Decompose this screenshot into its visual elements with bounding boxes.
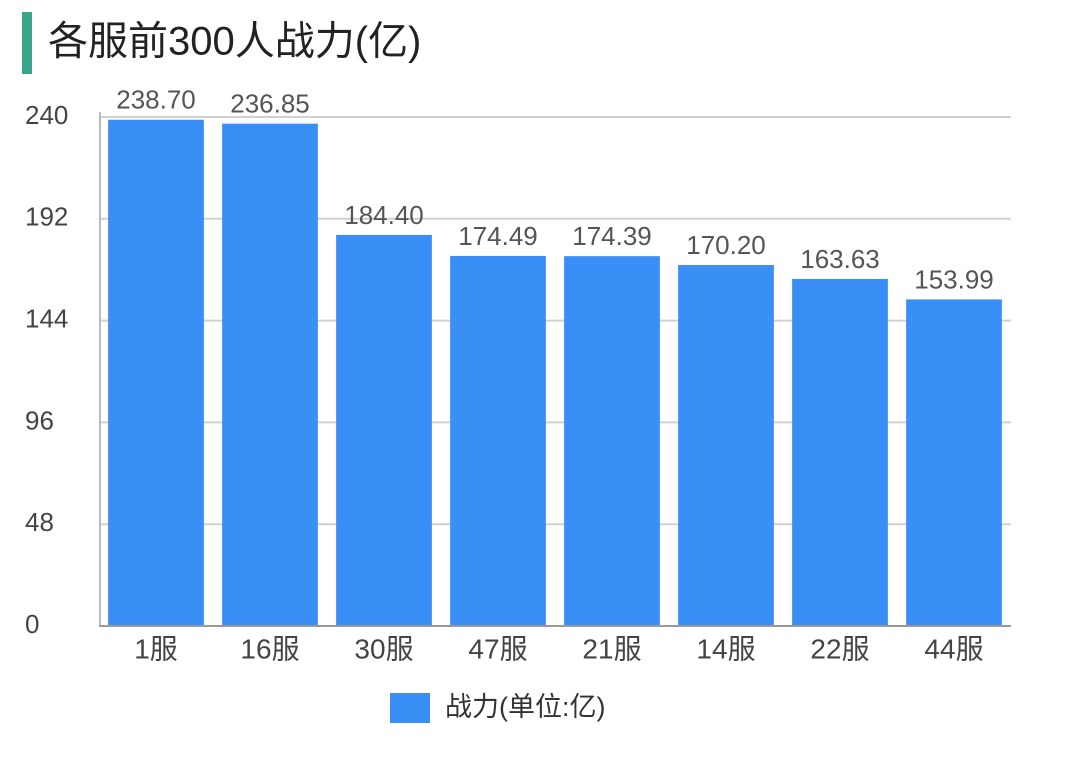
bar bbox=[336, 234, 432, 626]
value-label: 238.70 bbox=[116, 85, 196, 115]
y-tick-label: 192 bbox=[25, 202, 68, 232]
x-tick-label: 47服 bbox=[468, 633, 527, 664]
legend-label: 战力(单位:亿) bbox=[445, 692, 605, 722]
x-tick-label: 30服 bbox=[354, 633, 413, 664]
y-tick-label: 144 bbox=[25, 303, 68, 333]
title-accent bbox=[22, 12, 32, 74]
bar bbox=[222, 123, 318, 626]
value-label: 170.20 bbox=[686, 230, 766, 260]
bar bbox=[678, 265, 774, 626]
value-label: 153.99 bbox=[914, 264, 994, 294]
value-label: 236.85 bbox=[230, 89, 310, 119]
value-label: 163.63 bbox=[800, 244, 880, 274]
bar bbox=[450, 255, 546, 626]
x-tick-label: 22服 bbox=[810, 633, 869, 664]
y-tick-label: 96 bbox=[25, 405, 54, 435]
value-label: 184.40 bbox=[344, 200, 424, 230]
x-tick-label: 1服 bbox=[134, 633, 178, 664]
value-label: 174.39 bbox=[572, 221, 652, 251]
bar bbox=[108, 119, 204, 626]
x-tick-label: 16服 bbox=[240, 633, 299, 664]
legend-swatch bbox=[390, 693, 430, 723]
bar bbox=[792, 278, 888, 626]
chart-title: 各服前300人战力(亿) bbox=[48, 20, 421, 64]
bar bbox=[564, 256, 660, 626]
y-tick-label: 48 bbox=[25, 507, 54, 537]
x-tick-label: 14服 bbox=[696, 633, 755, 664]
x-tick-label: 44服 bbox=[924, 633, 983, 664]
x-tick-label: 21服 bbox=[582, 633, 641, 664]
value-label: 174.49 bbox=[458, 221, 538, 251]
y-tick-label: 240 bbox=[25, 100, 68, 130]
bar bbox=[906, 299, 1002, 626]
y-tick-label: 0 bbox=[25, 609, 39, 639]
